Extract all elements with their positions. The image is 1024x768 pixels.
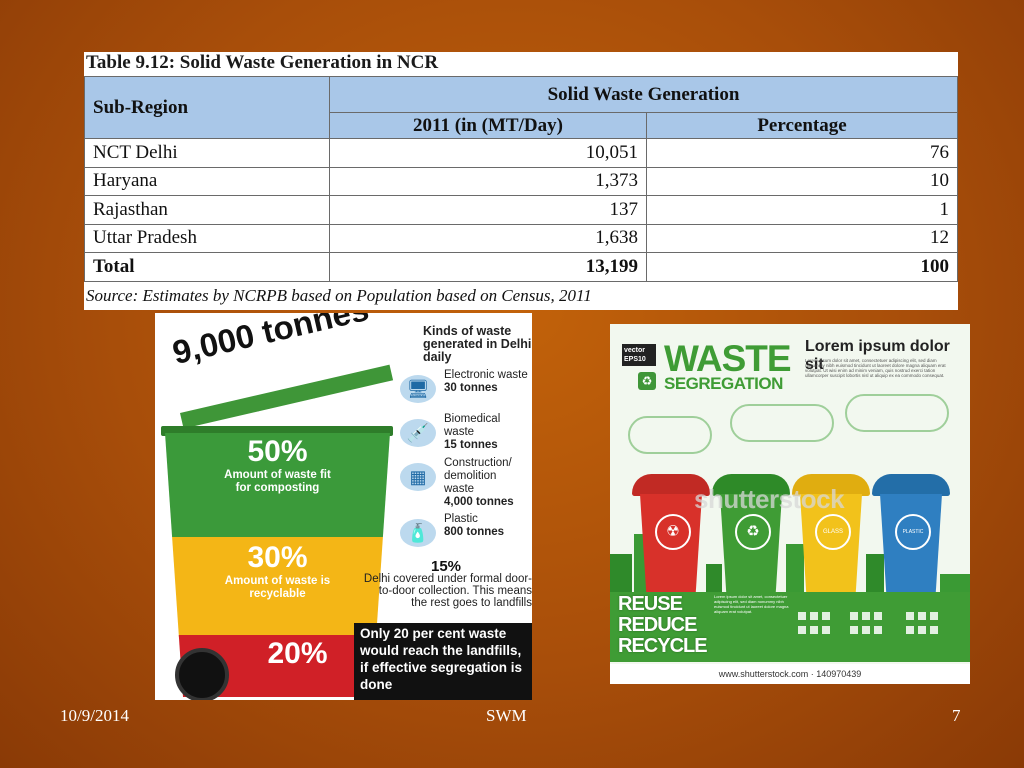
cloud-icon [730, 404, 834, 442]
pct-cell: 1 [646, 195, 958, 225]
kind-label: Construction/ demolition waste [444, 457, 512, 495]
header-subregion: Sub-Region [84, 76, 330, 139]
landfill-note: Only 20 per cent waste would reach the l… [354, 623, 532, 700]
value-cell: 13,199 [329, 252, 647, 282]
seg20-value: 20% [267, 637, 328, 670]
kind-construction: ▦ Construction/ demolition waste 4,000 to… [400, 457, 532, 508]
coverage-note: Delhi covered under formal door-to-door … [363, 573, 532, 609]
seg50-label: Amount of waste fit for composting [224, 469, 331, 494]
waste-table-panel: Table 9.12: Solid Waste Generation in NC… [84, 52, 958, 310]
bin-lid [712, 474, 790, 496]
table-row: Rajasthan 137 1 [84, 195, 958, 225]
small-description: Lorem ipsum dolor sit amet, consectetuer… [714, 594, 789, 614]
syringe-icon: 💉 [400, 419, 436, 447]
pct-cell: 12 [646, 223, 958, 253]
value-cell: 137 [329, 195, 647, 225]
seg30-label: Amount of waste is recyclable [224, 575, 331, 600]
value-cell: 1,373 [329, 166, 647, 196]
kind-label: Plastic [444, 513, 478, 525]
table-row: Haryana 1,373 10 [84, 166, 958, 196]
plastic-icon: PLASTIC [895, 514, 931, 550]
kind-label: Biomedical waste [444, 413, 501, 438]
headline: 9,000 tonnes [169, 313, 373, 372]
kind-plastic: 🧴 Plastic 800 tonnes [400, 513, 532, 557]
bin-lid [180, 364, 394, 429]
bricks-icon: ▦ [400, 463, 436, 491]
footer-title: SWM [486, 706, 527, 725]
region-cell: Haryana [84, 166, 330, 196]
waste-generation-table: Sub-Region Solid Waste Generation 2011 (… [84, 76, 958, 282]
value-cell: 10,051 [329, 138, 647, 168]
image-credit: www.shutterstock.com · 140970439 [610, 664, 970, 684]
value-cell: 1,638 [329, 223, 647, 253]
segment-composting: 50% Amount of waste fit for composting [165, 433, 390, 537]
waste-segregation-infographic: vector EPS10 ♻ WASTE SEGREGATION Lorem i… [610, 324, 970, 684]
bin-lid [792, 474, 870, 496]
monitor-icon: 🖥 [400, 375, 436, 403]
bin-lid-bar [161, 426, 393, 436]
kind-amount: 800 tonnes [444, 526, 505, 538]
pct-cell: 100 [646, 252, 958, 282]
kind-amount: 15 tonnes [444, 439, 498, 451]
cloud-icon [845, 394, 949, 432]
bottle-icon: 🧴 [400, 519, 436, 547]
kind-electronic: 🖥 Electronic waste 30 tonnes [400, 369, 532, 413]
header-solid-waste: Solid Waste Generation [329, 76, 958, 113]
cloud-icon [628, 416, 712, 454]
glass-icon: GLASS [815, 514, 851, 550]
watermark: shutterstock [694, 484, 845, 514]
kind-amount: 30 tonnes [444, 382, 498, 394]
kinds-title: Kinds of waste generated in Delhi daily [423, 324, 532, 364]
bin-red: ☢ [632, 474, 710, 592]
seg30-value: 30% [247, 541, 308, 574]
reuse-text: REUSE [618, 593, 683, 615]
segment-recyclable: 30% Amount of waste is recyclable [165, 537, 390, 637]
garbage-bin: 50% Amount of waste fit for composting 3… [165, 433, 390, 697]
recycle-text: RECYCLE [618, 635, 708, 657]
radiation-icon: ☢ [655, 514, 691, 550]
bin-lid [872, 474, 950, 496]
kind-label: Electronic waste [444, 369, 528, 381]
table-title: Table 9.12: Solid Waste Generation in NC… [86, 52, 439, 73]
recycle-icon: ♻ [638, 372, 656, 390]
lorem-title: Lorem ipsum dolor sit [805, 338, 950, 373]
reuse-reduce-recycle: REUSE REDUCE RECYCLE [618, 593, 708, 657]
table-row: Uttar Pradesh 1,638 12 [84, 223, 958, 253]
kind-amount: 4,000 tonnes [444, 496, 514, 508]
header-percentage: Percentage [646, 112, 958, 139]
lorem-body: Lorem ipsum dolor sit amet, consectetuer… [805, 358, 946, 378]
table-row: NCT Delhi 10,051 76 [84, 138, 958, 168]
pct-cell: 10 [646, 166, 958, 196]
pct-cell: 76 [646, 138, 958, 168]
bin-green: ♻ [712, 474, 790, 592]
eps-badge: vector EPS10 [622, 344, 656, 366]
reduce-text: REDUCE [618, 614, 697, 636]
seg50-value: 50% [247, 435, 308, 468]
table-source: Source: Estimates by NCRPB based on Popu… [86, 286, 592, 305]
header-2011: 2011 (in (MT/Day) [329, 112, 647, 139]
city-skyline [610, 534, 970, 662]
footer-date: 10/9/2014 [60, 706, 129, 725]
coverage-percent: 15% [431, 558, 462, 575]
bin-wheel [175, 648, 229, 700]
waste-title: WASTE [664, 338, 792, 379]
region-cell: Rajasthan [84, 195, 330, 225]
table-row-total: Total 13,199 100 [84, 252, 958, 282]
region-cell: NCT Delhi [84, 138, 330, 168]
bin-yellow: GLASS [792, 474, 870, 592]
page-number: 7 [952, 706, 961, 725]
delhi-waste-infographic: 9,000 tonnes Daily garbage generation 50… [155, 313, 532, 700]
region-cell: Uttar Pradesh [84, 223, 330, 253]
recycle-icon: ♻ [735, 514, 771, 550]
region-cell: Total [84, 252, 330, 282]
kind-biomedical: 💉 Biomedical waste 15 tonnes [400, 413, 532, 457]
bin-lid [632, 474, 710, 496]
segregation-title: SEGREGATION [664, 374, 783, 393]
bin-blue: PLASTIC [872, 474, 950, 592]
